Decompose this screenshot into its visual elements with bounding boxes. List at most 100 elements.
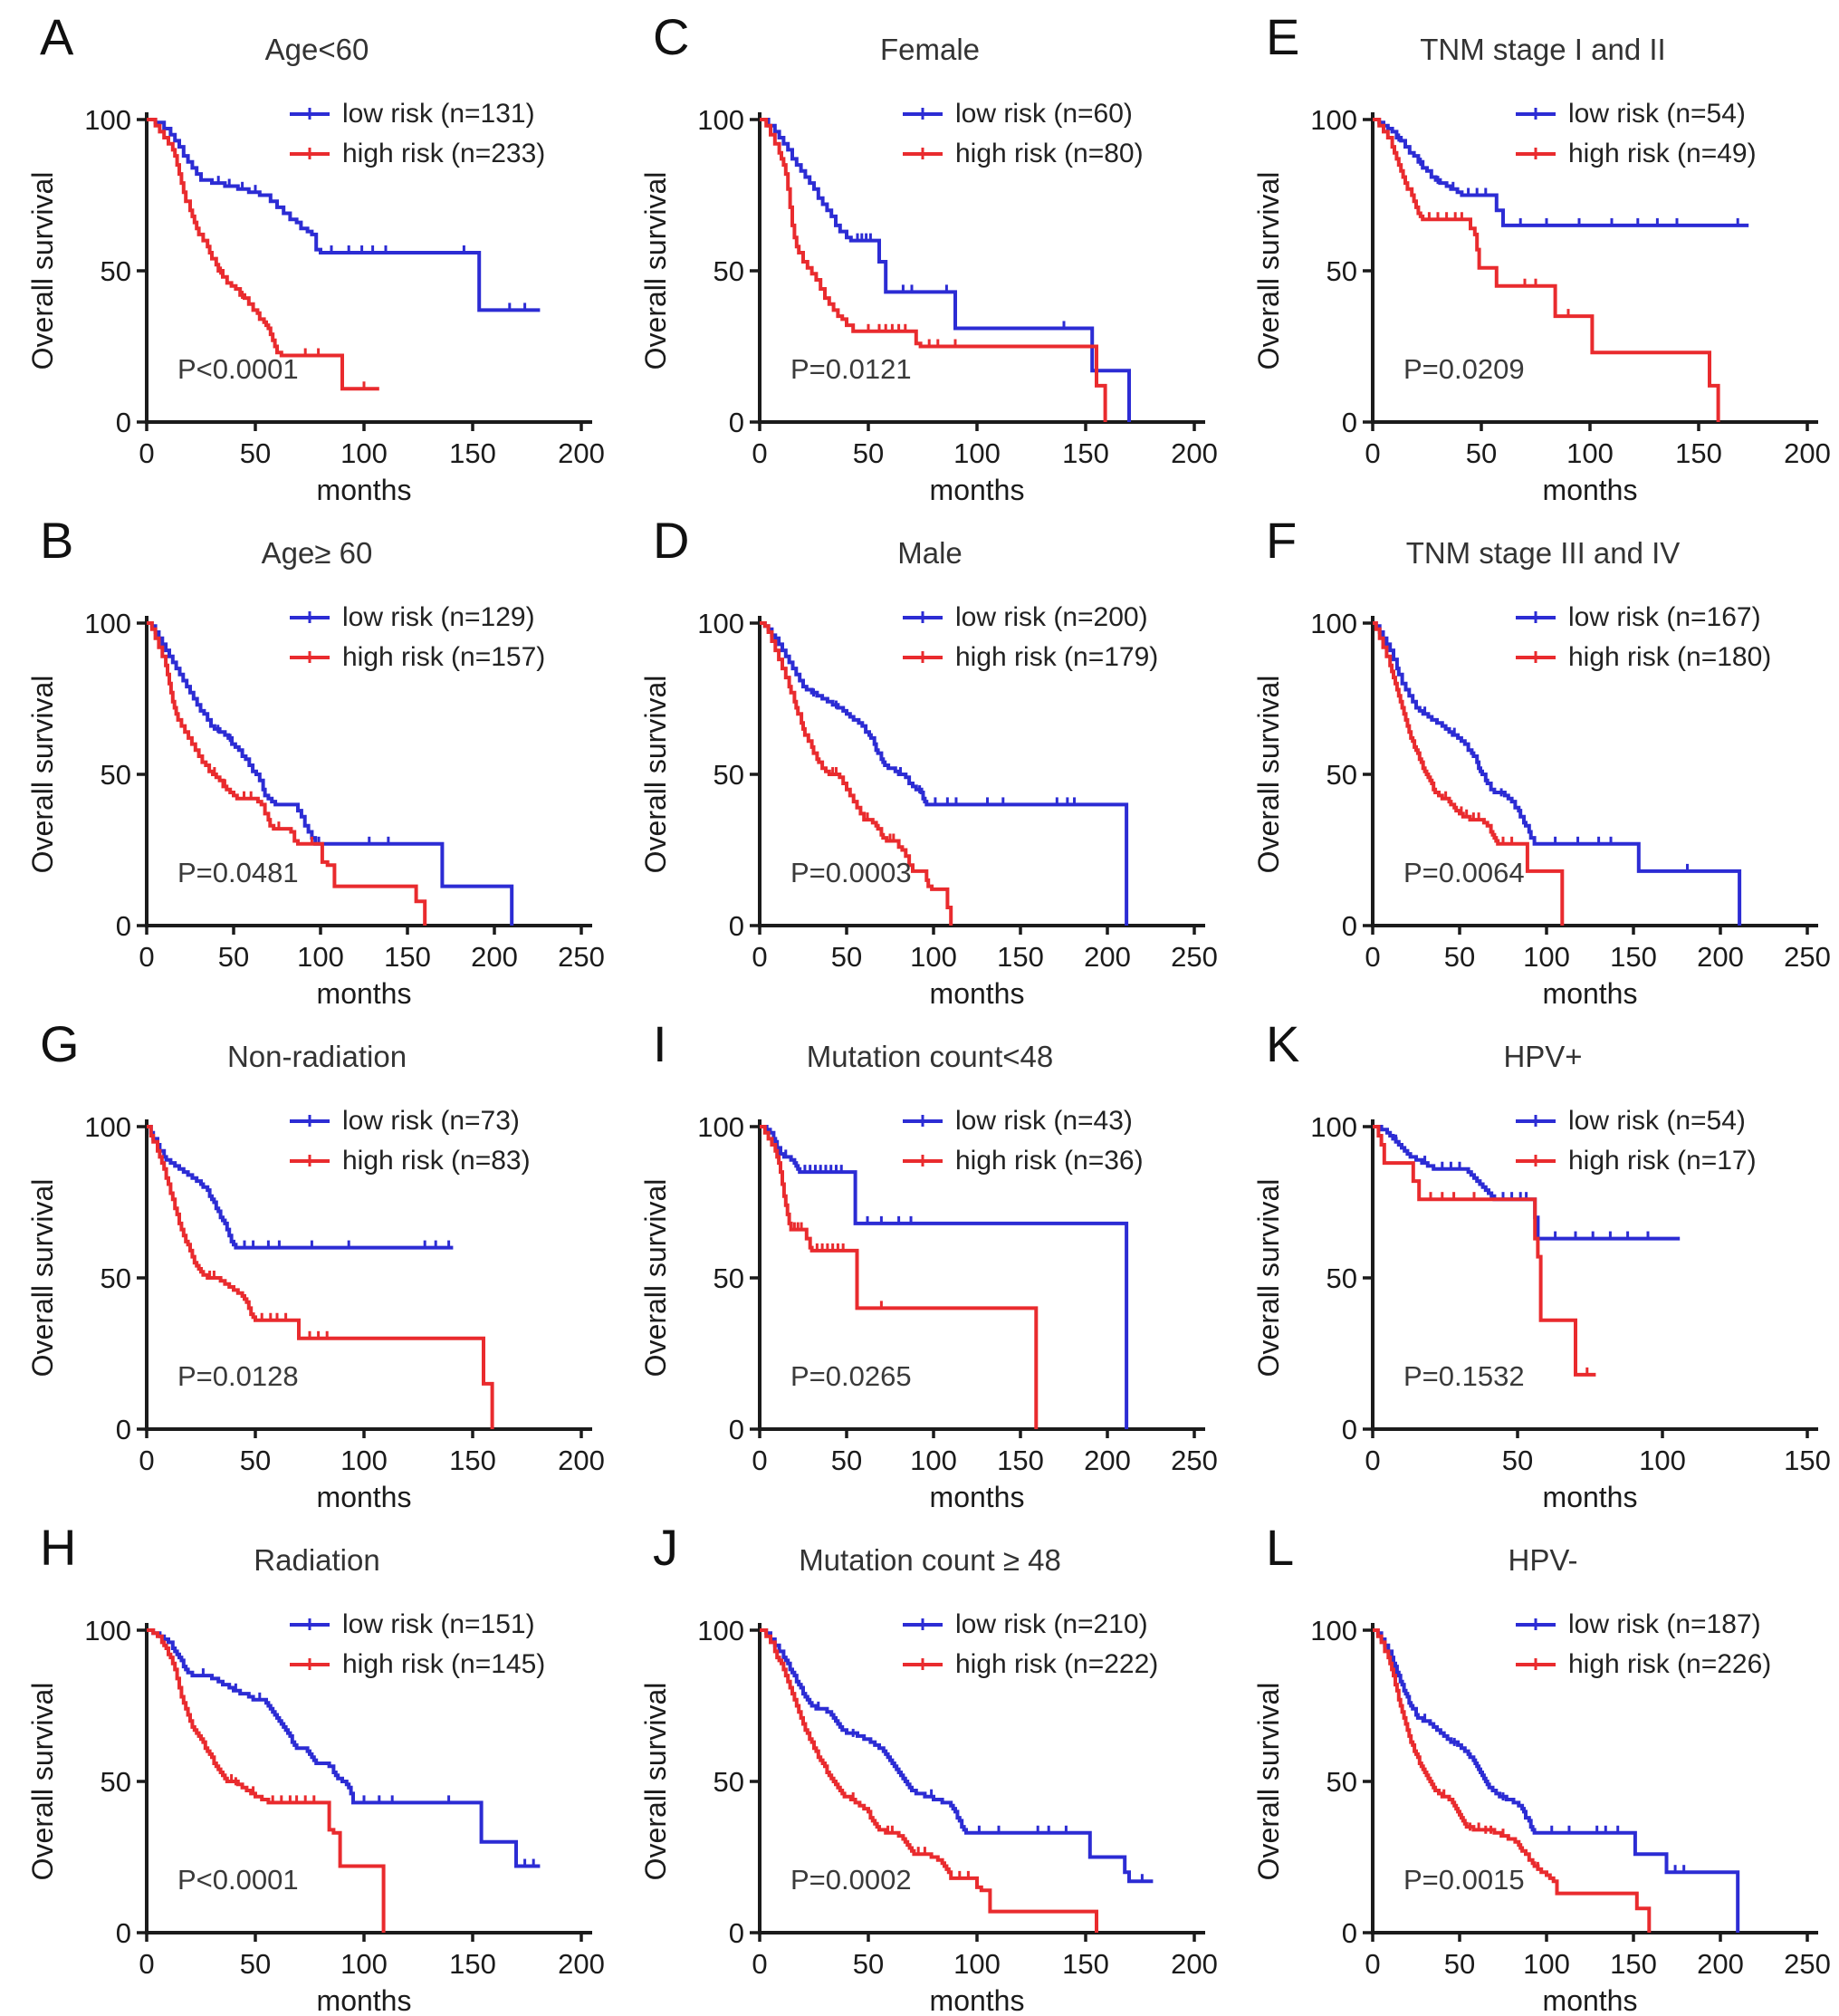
high-risk-line-icon xyxy=(1516,147,1556,159)
p-value-label: P=0.0209 xyxy=(1403,353,1525,385)
high-risk-curve xyxy=(760,118,1107,422)
x-tick-label: 0 xyxy=(1365,941,1380,973)
y-tick-label: 0 xyxy=(116,1917,131,1949)
legend-item-low-risk: low risk (n=60) xyxy=(901,98,1144,129)
x-tick-label: 100 xyxy=(1566,437,1614,469)
low-risk-line-icon xyxy=(903,1114,943,1127)
legend-item-high-risk: high risk (n=226) xyxy=(1514,1648,1772,1679)
x-tick-label: 200 xyxy=(1171,437,1218,469)
high-risk-curve xyxy=(1373,1628,1652,1933)
km-panel-l: 0 50 100 0 50 100 150 200 250 months Overall survi… xyxy=(1226,1511,1839,2014)
legend-label: low risk (n=200) xyxy=(955,601,1148,632)
low-risk-line-icon xyxy=(903,610,943,623)
legend-item-low-risk: low risk (n=187) xyxy=(1514,1609,1771,1639)
high-risk-curve xyxy=(147,118,379,391)
low-risk-curve xyxy=(760,1628,1154,1884)
legend-label: low risk (n=60) xyxy=(955,98,1133,129)
x-tick-label: 150 xyxy=(1784,1445,1831,1476)
x-tick-label: 200 xyxy=(558,1445,605,1476)
x-axis-title: months xyxy=(930,474,1025,504)
y-tick-label: 0 xyxy=(729,910,744,942)
p-value-label: P=0.0003 xyxy=(790,857,912,888)
panel-letter: E xyxy=(1266,8,1300,65)
legend-label: low risk (n=43) xyxy=(955,1105,1133,1136)
x-tick-label: 100 xyxy=(340,1445,388,1476)
legend-item-high-risk: high risk (n=83) xyxy=(288,1146,531,1176)
high-risk-line-icon xyxy=(1516,650,1556,663)
x-tick-label: 50 xyxy=(240,437,271,469)
x-tick-label: 200 xyxy=(558,437,605,469)
p-value-label: P=0.0265 xyxy=(790,1360,912,1392)
panel-title: TNM stage I and II xyxy=(1420,33,1666,66)
km-plot: 0 50 100 0 50 100 150 200 months Overall survival xyxy=(1252,104,1831,504)
x-tick-label: 0 xyxy=(1365,1445,1380,1476)
x-tick-label: 0 xyxy=(752,941,767,973)
panel-title: Male xyxy=(897,536,963,570)
p-value-label: P=0.1532 xyxy=(1403,1360,1525,1392)
x-tick-label: 100 xyxy=(953,1948,1001,1980)
x-tick-label: 50 xyxy=(853,437,884,469)
x-tick-label: 250 xyxy=(1171,941,1218,973)
x-tick-label: 150 xyxy=(449,1948,496,1980)
p-value-label: P=0.0121 xyxy=(790,353,912,385)
y-axis-title: Overall survival xyxy=(1252,1683,1285,1881)
high-risk-line-icon xyxy=(903,1154,943,1166)
km-plot: 0 50 100 0 50 100 150 200 months Overall survival xyxy=(26,1615,605,2014)
panel-title: Non-radiation xyxy=(226,1040,407,1073)
y-tick-label: 100 xyxy=(697,1615,744,1646)
p-value-label: P=0.0015 xyxy=(1403,1864,1525,1896)
legend-item-high-risk: high risk (n=49) xyxy=(1514,139,1757,168)
legend-item-high-risk: high risk (n=17) xyxy=(1514,1146,1757,1176)
high-risk-line-icon xyxy=(290,650,330,663)
km-plot: 0 50 100 0 50 100 150 200 months Overall survival xyxy=(639,1615,1218,2014)
x-tick-label: 200 xyxy=(471,941,518,973)
x-tick-label: 150 xyxy=(449,1445,496,1476)
high-risk-line-icon xyxy=(1516,1154,1556,1166)
y-tick-label: 50 xyxy=(1327,1262,1357,1294)
legend-label: low risk (n=54) xyxy=(1568,98,1746,129)
x-tick-label: 100 xyxy=(297,941,344,973)
legend-label: high risk (n=226) xyxy=(1568,1648,1772,1679)
legend-label: low risk (n=54) xyxy=(1568,1105,1746,1136)
p-value-label: P<0.0001 xyxy=(177,353,299,385)
legend: low risk (n=210) high risk (n=222) xyxy=(901,1609,1159,1679)
high-risk-curve xyxy=(1373,621,1565,926)
high-risk-line-icon xyxy=(903,650,943,663)
y-tick-label: 50 xyxy=(1327,759,1357,791)
y-tick-label: 100 xyxy=(1310,608,1357,639)
x-tick-label: 150 xyxy=(449,437,496,469)
x-tick-label: 0 xyxy=(139,1948,154,1980)
legend-label: high risk (n=222) xyxy=(955,1648,1159,1679)
panel-title: Mutation count ≥ 48 xyxy=(799,1543,1061,1577)
low-risk-line-icon xyxy=(290,610,330,623)
y-axis-title: Overall survival xyxy=(26,1179,59,1378)
y-tick-label: 0 xyxy=(729,407,744,438)
y-tick-label: 50 xyxy=(714,1766,744,1798)
panel-title: Female xyxy=(879,33,981,66)
x-axis-title: months xyxy=(317,474,412,504)
x-axis-title: months xyxy=(1543,474,1638,504)
high-risk-curve xyxy=(147,1628,386,1933)
p-value-label: P=0.0481 xyxy=(177,857,299,888)
x-axis-title: months xyxy=(1543,1481,1638,1511)
y-tick-label: 50 xyxy=(1327,255,1357,287)
km-plot: 0 50 100 0 50 100 150 months Overall survival xyxy=(1252,1111,1831,1511)
legend-label: high risk (n=180) xyxy=(1568,641,1772,672)
p-value-label: P=0.0128 xyxy=(177,1360,299,1392)
panel-title: HPV+ xyxy=(1503,1040,1583,1073)
y-tick-label: 100 xyxy=(1310,1615,1357,1646)
x-tick-label: 50 xyxy=(240,1948,271,1980)
legend-label: low risk (n=73) xyxy=(342,1105,520,1136)
legend-item-high-risk: high risk (n=36) xyxy=(901,1146,1144,1176)
legend-item-high-risk: high risk (n=180) xyxy=(1514,641,1772,672)
km-panel-h: 0 50 100 0 50 100 150 200 months Overall survival… xyxy=(0,1511,613,2014)
x-tick-label: 250 xyxy=(1784,941,1831,973)
high-risk-line-icon xyxy=(290,1154,330,1166)
legend-item-high-risk: high risk (n=157) xyxy=(288,642,545,672)
low-risk-curve xyxy=(1373,621,1742,926)
y-tick-label: 50 xyxy=(101,759,131,791)
x-tick-label: 250 xyxy=(1784,1948,1831,1980)
panel-title: Age<60 xyxy=(264,33,369,66)
km-panel-i: 0 50 100 0 50 100 150 200 250 months Overall survi… xyxy=(613,1007,1226,1511)
low-risk-curve xyxy=(760,621,1129,926)
